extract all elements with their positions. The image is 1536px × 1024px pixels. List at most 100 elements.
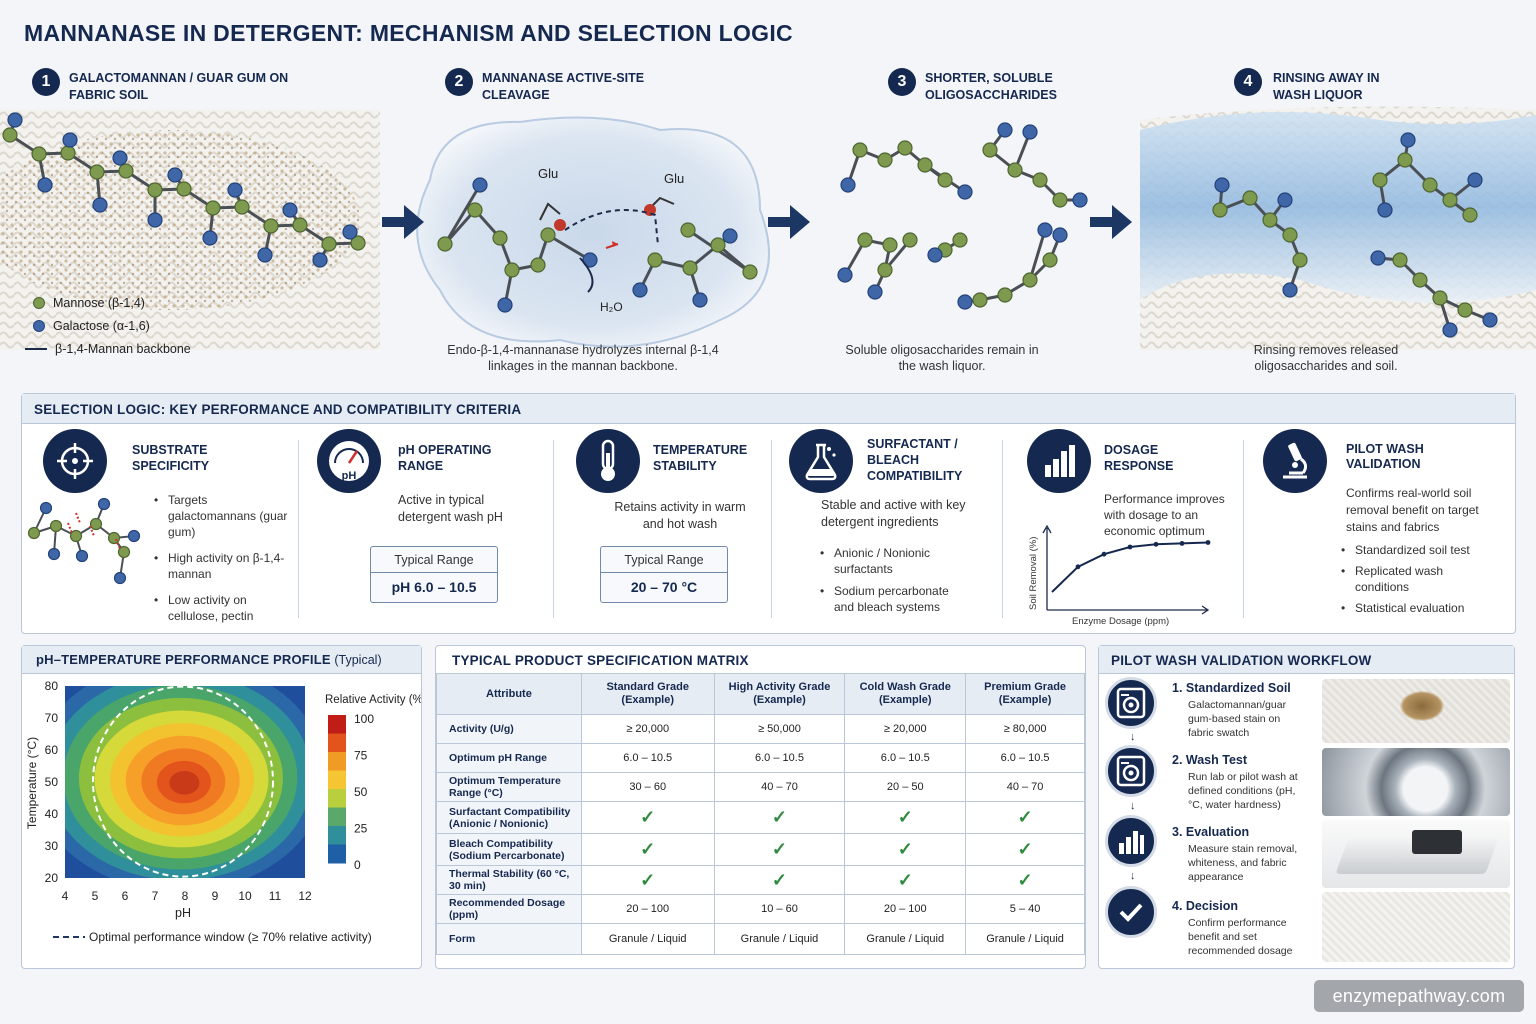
mechanism-illustration: [0, 106, 1536, 351]
down-arrow-icon: ↓: [1130, 800, 1136, 812]
down-arrow-icon: ↓: [1130, 731, 1136, 743]
row-attribute: Recommended Dosage (ppm): [436, 894, 582, 924]
table-cell: ✓: [844, 801, 967, 834]
bullet-item: Sodium percarbonate and bleach systems: [820, 583, 970, 615]
dose-xlabel: Enzyme Dosage (ppm): [1072, 616, 1169, 627]
mannose-atom: [877, 152, 893, 168]
row-attribute: Form: [436, 923, 582, 955]
step-caption: Rinsing removes released oligosaccharide…: [1253, 343, 1399, 373]
mannose-atom: [89, 517, 103, 531]
mannose-atom: [877, 262, 893, 278]
table-cell: ✓: [965, 833, 1085, 866]
galactose-atom: [1370, 250, 1386, 266]
y-tick-label: 50: [45, 775, 59, 789]
mannose-atom: [49, 519, 63, 533]
galactose-atom: [282, 202, 298, 218]
galactose-atom: [257, 247, 273, 263]
mannose-atom: [682, 260, 698, 276]
selection-title: SELECTION LOGIC: KEY PERFORMANCE AND COM…: [34, 402, 522, 417]
galactose-atom: [167, 167, 183, 183]
workflow-step-title: 4. Decision: [1172, 899, 1238, 913]
mannose-atom: [107, 531, 121, 545]
step-label: SHORTER, SOLUBLE OLIGOSACCHARIDES: [925, 71, 1057, 102]
cleavage-mark: [115, 538, 121, 550]
flask-icon: [789, 429, 853, 493]
mannose-atom: [1262, 212, 1278, 228]
table-cell: ✓: [713, 865, 846, 895]
mannose-atom: [1242, 190, 1258, 206]
molecule-legend: Mannose (β-1,4) Galactose (α-1,6) β-1,4-…: [25, 291, 191, 360]
mannose-atom: [937, 172, 953, 188]
bond: [1028, 229, 1047, 281]
column-header: High Activity Grade (Example): [713, 673, 846, 715]
table-cell: 40 – 70: [713, 772, 846, 802]
column-header: Cold Wash Grade (Example): [844, 673, 967, 715]
mannose-atom: [1372, 172, 1388, 188]
criterion-text: Confirms real-world soil removal benefit…: [1346, 486, 1479, 534]
mannose-atom: [1282, 227, 1298, 243]
galactose-dot-icon: [33, 319, 45, 332]
mannose-atom: [504, 262, 520, 278]
mannose-atom: [1397, 152, 1413, 168]
criterion-text: Retains activity in warm and hot wash: [614, 500, 746, 531]
mannose-atom: [1212, 202, 1228, 218]
mannose-atom: [321, 236, 337, 252]
column-header: Standard Grade (Example): [580, 673, 715, 715]
y-tick-label: 20: [45, 871, 59, 885]
criterion-bullets: Anionic / Nonionic surfactants Sodium pe…: [820, 545, 970, 615]
galactose-atom: [1072, 192, 1088, 208]
y-tick-label: 30: [45, 839, 59, 853]
backbone-line-icon: [25, 347, 47, 350]
colorbar-title: Relative Activity (%): [325, 694, 421, 706]
mannose-atom: [234, 199, 250, 215]
step-number: 3: [888, 68, 916, 96]
glu-label: Glu: [664, 171, 685, 186]
divider: [298, 440, 299, 618]
mannose-atom: [1292, 252, 1308, 268]
dose-point: [1153, 541, 1159, 547]
galactose-atom: [112, 150, 128, 166]
watermark: enzymepathway.com: [1314, 980, 1524, 1012]
row-attribute: Optimum Temperature Range (°C): [436, 772, 582, 802]
mannose-atom: [742, 264, 758, 280]
galactose-atom: [1482, 312, 1498, 328]
galactose-atom: [1282, 282, 1298, 298]
mannose-atom: [982, 142, 998, 158]
optimal-window-outline: [92, 686, 274, 878]
mannose-atom: [176, 181, 192, 197]
mannose-atom: [852, 142, 868, 158]
galactose-atom: [7, 112, 23, 128]
colorbar-swatch: [328, 715, 346, 734]
x-tick-label: 5: [92, 889, 99, 903]
mannose-atom: [530, 257, 546, 273]
x-tick-label: 7: [152, 889, 159, 903]
active-site: [539, 196, 675, 293]
colorbar-swatch: [328, 844, 346, 864]
washing-machine-icon: [1105, 677, 1157, 729]
galactose-atom: [342, 224, 358, 240]
range-box: Typical Range 20 – 70 °C: [600, 546, 728, 603]
mannose-atom: [492, 230, 508, 246]
mannose-atom: [1042, 252, 1058, 268]
mannose-atom: [1457, 302, 1473, 318]
heatmap-footnote: Optimal performance window (≥ 70% relati…: [89, 930, 372, 944]
wash-drum-image: [1322, 748, 1510, 816]
table-cell: 5 – 40: [965, 894, 1085, 924]
mannose-atom: [680, 222, 696, 238]
step-label: RINSING AWAY IN WASH LIQUOR: [1273, 71, 1380, 102]
galactose-atom: [127, 529, 141, 543]
column-header: Attribute: [436, 673, 582, 715]
dose-response-line: [1051, 541, 1209, 593]
galactose-atom: [1037, 222, 1053, 238]
table-cell: ✓: [844, 865, 967, 895]
mannose-atom: [1422, 177, 1438, 193]
mannose-atom: [292, 217, 308, 233]
table-cell: ✓: [580, 865, 715, 895]
row-attribute: Optimum pH Range: [436, 743, 582, 773]
step-caption: Endo-β-1,4-mannanase hydrolyzes internal…: [447, 343, 719, 373]
dose-point: [1101, 551, 1107, 557]
bond: [443, 184, 482, 245]
bullet-item: Statistical evaluation: [1341, 600, 1491, 616]
water-label: H₂O: [600, 300, 623, 314]
galactose-atom: [1442, 322, 1458, 338]
